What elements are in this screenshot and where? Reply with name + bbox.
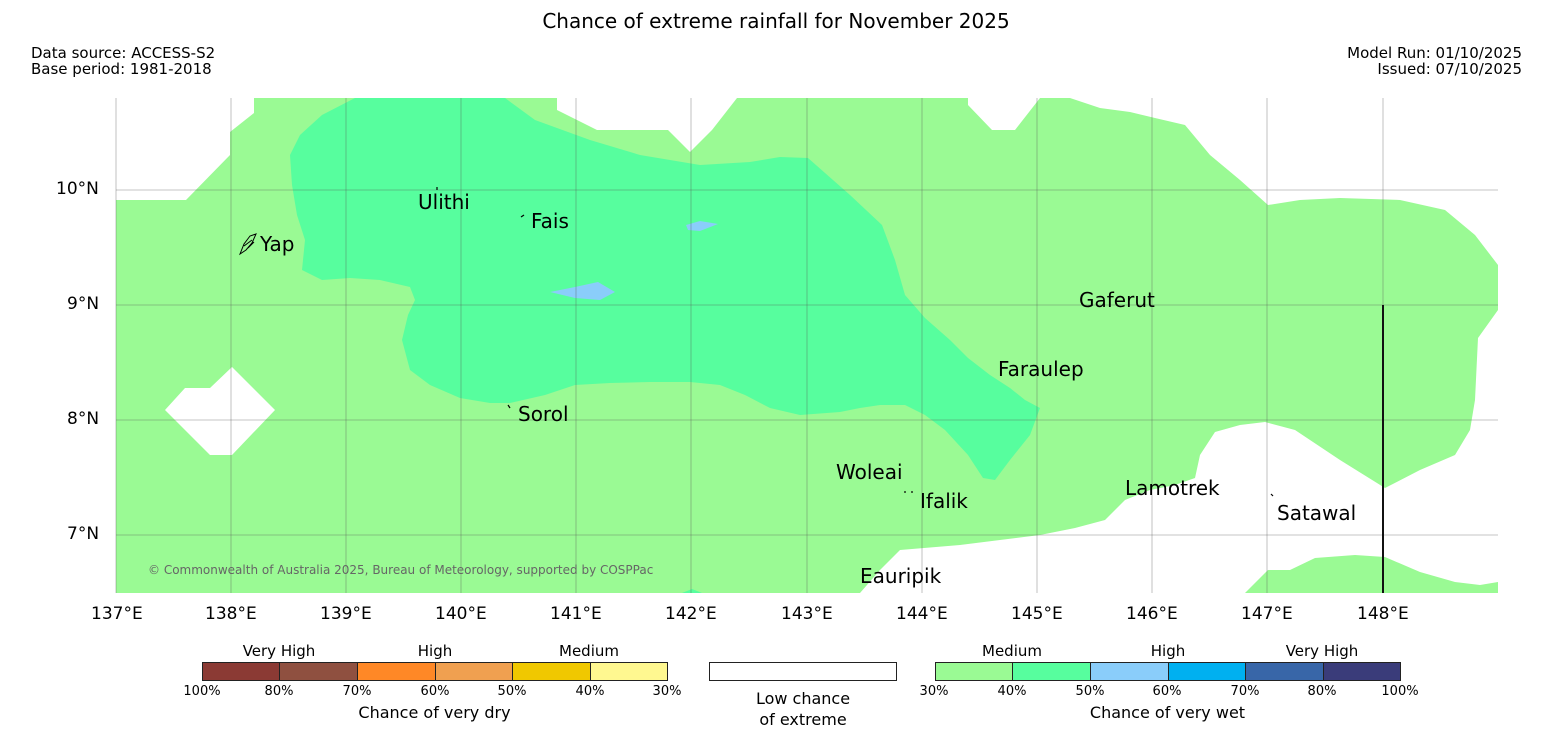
legend-swatch (279, 662, 358, 681)
legend-tick: 80% (264, 684, 294, 699)
legend-neutral-caption: Low chance of extreme (709, 688, 897, 730)
legend-swatch (1245, 662, 1324, 681)
legend-wet-category: Very High (1285, 642, 1359, 660)
lon-label: 142°E (665, 604, 717, 624)
lat-label: 10°N (56, 179, 99, 199)
legend-swatch (202, 662, 280, 681)
medium-chance-patch (1245, 555, 1498, 593)
place-label-yap: Yap (260, 232, 295, 256)
legend-dry-caption: Chance of very dry (358, 703, 511, 722)
place-label-sorol: Sorol (518, 402, 569, 426)
legend-tick: 50% (497, 684, 527, 699)
legend-swatch (1090, 662, 1169, 681)
legend-tick: 30% (652, 684, 682, 699)
map-title: Chance of extreme rainfall for November … (542, 9, 1010, 33)
low-chance-hole (165, 367, 275, 455)
lon-label: 138°E (205, 604, 257, 624)
legend-swatch (1168, 662, 1246, 681)
lon-label: 146°E (1126, 604, 1178, 624)
legend-swatch (435, 662, 513, 681)
legend-swatch (590, 662, 668, 681)
legend-wet-category: High (1150, 642, 1186, 660)
medium-high-chance-region (290, 98, 1040, 480)
place-label-satawal: Satawal (1277, 501, 1357, 525)
legend-dry-category: High (417, 642, 453, 660)
legend-neutral-line-2: of extreme (759, 710, 847, 729)
legend-wet-caption: Chance of very wet (1089, 703, 1246, 722)
lon-label: 141°E (550, 604, 602, 624)
legend-tick: 60% (420, 684, 450, 699)
legend-tick: 50% (1075, 684, 1105, 699)
model-run: Model Run: 01/10/2025 (1347, 44, 1522, 62)
legend-neutral-line-1: Low chance (755, 689, 851, 708)
lon-label: 147°E (1241, 604, 1293, 624)
high-chance-patch (550, 282, 615, 300)
place-label-gaferut: Gaferut (1079, 288, 1155, 312)
legend-swatch (935, 662, 1013, 681)
lon-label: 148°E (1357, 604, 1409, 624)
lon-label: 144°E (896, 604, 948, 624)
legend-tick: 40% (997, 684, 1027, 699)
legend-tick: 100% (1381, 684, 1419, 699)
place-label-faraulep: Faraulep (998, 357, 1084, 381)
legend-tick: 80% (1307, 684, 1337, 699)
legend-swatch (512, 662, 591, 681)
legend-swatch (1323, 662, 1401, 681)
legend-dry-category: Very High (242, 642, 316, 660)
legend-dry-category: Medium (559, 642, 619, 660)
legend-tick: 40% (575, 684, 605, 699)
data-source: Data source: ACCESS-S2 (31, 44, 216, 62)
legend-tick: 70% (342, 684, 372, 699)
issued-date: Issued: 07/10/2025 (1377, 60, 1522, 78)
meta-left: Data source: ACCESS-S2 Base period: 1981… (31, 45, 215, 77)
lon-label: 139°E (320, 604, 372, 624)
copyright-notice: © Commonwealth of Australia 2025, Bureau… (148, 563, 654, 577)
meta-right: Model Run: 01/10/2025 Issued: 07/10/2025 (1347, 45, 1522, 77)
place-label-ulithi: Ulithi (418, 190, 470, 214)
lat-label: 9°N (67, 294, 100, 314)
legend-tick: 30% (919, 684, 949, 699)
high-chance-patch (686, 221, 718, 231)
atoll-marks (436, 187, 1274, 497)
legend-wet-category: Medium (982, 642, 1042, 660)
place-label-fais: Fais (531, 209, 569, 233)
place-label-woleai: Woleai (836, 460, 903, 484)
place-label-ifalik: Ifalik (920, 489, 968, 513)
place-label-lamotrek: Lamotrek (1125, 476, 1220, 500)
lon-label: 143°E (781, 604, 833, 624)
high-chance-patch (682, 589, 702, 593)
yap-island-outline (238, 233, 257, 256)
legend-swatch (357, 662, 436, 681)
lon-label: 145°E (1011, 604, 1063, 624)
legend-tick: 100% (183, 684, 221, 699)
lon-label: 140°E (435, 604, 487, 624)
place-label-eauripik: Eauripik (860, 564, 942, 588)
lat-label: 7°N (67, 524, 100, 544)
legend-tick: 60% (1152, 684, 1182, 699)
legend-tick: 70% (1230, 684, 1260, 699)
legend-swatch-low-chance (709, 662, 897, 681)
lat-label: 8°N (67, 409, 100, 429)
legend-swatch (1012, 662, 1091, 681)
base-period: Base period: 1981-2018 (31, 60, 212, 78)
lon-label: 137°E (91, 604, 143, 624)
gridlines (115, 98, 1498, 593)
